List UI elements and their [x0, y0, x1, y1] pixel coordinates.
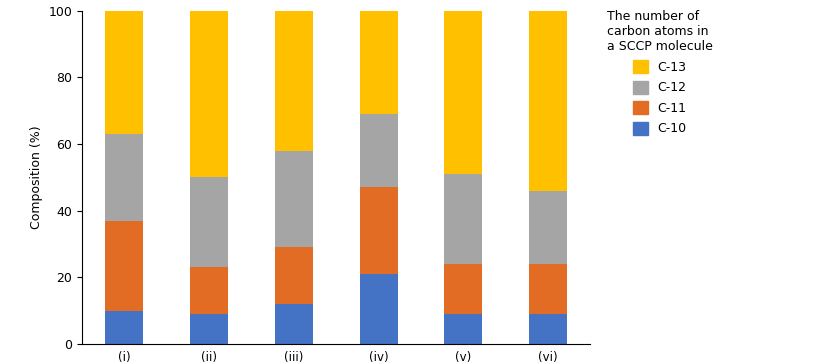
Bar — [274, 11, 313, 151]
Bar — [105, 134, 143, 221]
Y-axis label: Composition (%): Composition (%) — [29, 126, 43, 229]
Bar — [105, 221, 143, 311]
Text: (iii): (iii) — [283, 351, 303, 362]
Bar — [444, 314, 482, 344]
Legend: C-13, C-12, C-11, C-10: C-13, C-12, C-11, C-10 — [606, 10, 712, 135]
Bar — [444, 264, 482, 314]
Bar — [190, 314, 228, 344]
Bar — [444, 174, 482, 264]
Text: (ii): (ii) — [201, 351, 217, 362]
Bar — [359, 188, 397, 274]
Bar — [359, 274, 397, 344]
Bar — [190, 177, 228, 267]
Bar — [274, 151, 313, 247]
Text: (v): (v) — [455, 351, 471, 362]
Text: (i): (i) — [118, 351, 130, 362]
Bar — [359, 114, 397, 188]
Bar — [190, 11, 228, 177]
Bar — [528, 11, 567, 191]
Bar — [528, 191, 567, 264]
Text: (iv): (iv) — [369, 351, 388, 362]
Bar — [274, 247, 313, 304]
Bar — [274, 304, 313, 344]
Bar — [528, 264, 567, 314]
Bar — [105, 311, 143, 344]
Text: (vi): (vi) — [538, 351, 558, 362]
Bar — [359, 11, 397, 114]
Bar — [444, 11, 482, 174]
Bar — [190, 267, 228, 314]
Bar — [105, 11, 143, 134]
Bar — [528, 314, 567, 344]
